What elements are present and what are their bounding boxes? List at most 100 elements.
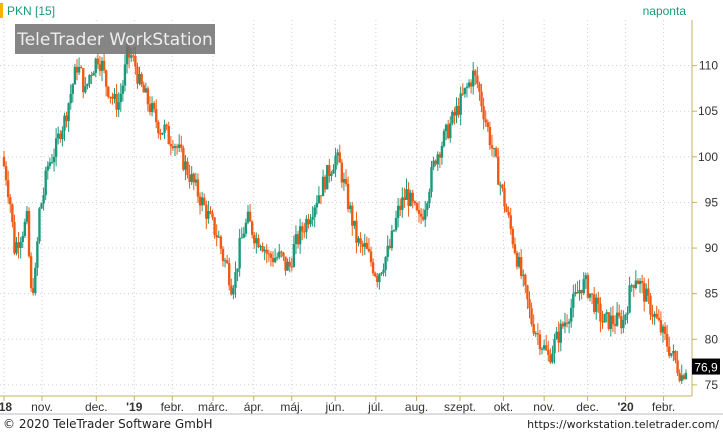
x-tick-label: szept. (444, 400, 476, 414)
candle-body (409, 192, 412, 206)
candle-body (311, 216, 314, 220)
candle-body (519, 257, 523, 276)
candle-body (505, 206, 508, 212)
candle-body (657, 317, 661, 321)
candle-body (586, 275, 590, 298)
candle-body (615, 312, 619, 326)
candle-body (659, 320, 663, 333)
candle-body (486, 122, 490, 128)
candle-body (363, 243, 366, 247)
candle-body (244, 222, 248, 234)
candle-body (446, 124, 450, 139)
watermark-box (15, 24, 215, 54)
candle-body (399, 205, 402, 210)
candle-body (111, 96, 114, 99)
candle-body (511, 228, 515, 245)
candle-body (682, 375, 686, 380)
candle-body (67, 103, 70, 122)
candle-body (461, 93, 464, 95)
candle-body (265, 249, 268, 254)
candle-body (478, 83, 481, 92)
candle-body (684, 372, 688, 380)
candle-body (396, 205, 400, 218)
candle-body (75, 66, 79, 73)
candle-body (565, 322, 569, 324)
candle-body (499, 184, 502, 186)
candle-body (82, 68, 85, 93)
y-tick-label: 75 (705, 378, 719, 392)
candle-body (38, 208, 41, 242)
candle-body (253, 234, 256, 244)
candle-body (303, 231, 306, 233)
candle-body (15, 242, 18, 254)
candle-body (438, 154, 442, 158)
candle-body (640, 280, 644, 283)
candle-body (547, 350, 550, 355)
candle-body (202, 197, 206, 205)
candle-body (674, 350, 677, 361)
x-tick-label: ápr. (244, 400, 264, 414)
candle-body (57, 133, 60, 139)
candle-body (647, 288, 650, 296)
x-tick-label: márc. (198, 400, 228, 414)
candle-body (86, 83, 89, 87)
candle-body (150, 103, 154, 113)
candle-body (542, 345, 546, 349)
candle-body (209, 211, 212, 214)
candle-body (332, 169, 335, 174)
candle-body (663, 326, 667, 334)
candle-body (2, 156, 6, 167)
candle-body (388, 245, 391, 249)
candle-body (353, 220, 356, 226)
candle-body (326, 165, 329, 190)
candle-body (532, 324, 535, 334)
candle-body (355, 220, 358, 243)
candle-body (42, 195, 45, 204)
candle-body (597, 297, 600, 304)
candle-body (613, 324, 617, 326)
watermark-text: TeleTrader WorkStation (16, 30, 213, 50)
candle-body (394, 217, 398, 231)
candle-body (79, 66, 83, 69)
candle-body (528, 299, 531, 309)
footer: © 2020 TeleTrader Software GmbH https://… (0, 414, 723, 434)
x-tick-label: nov. (533, 400, 555, 414)
candle-body (605, 312, 608, 315)
candle-body (48, 162, 52, 167)
candle-body (390, 230, 394, 249)
candle-body (330, 173, 333, 176)
candle-body (334, 155, 337, 170)
candle-body (561, 323, 565, 327)
candle-body (617, 312, 621, 317)
candle-body (175, 146, 179, 148)
candle-body (467, 82, 471, 87)
candle-body (419, 213, 423, 217)
candle-body (230, 285, 233, 295)
candle-body (4, 166, 8, 181)
x-tick-label: '19 (126, 400, 143, 414)
candle-body (465, 86, 469, 88)
candle-body (94, 58, 97, 73)
candle-body (217, 236, 220, 238)
candle-body (98, 64, 102, 71)
candle-body (130, 55, 133, 58)
candle-body (102, 60, 106, 71)
candle-body (198, 196, 202, 206)
candle-body (436, 154, 439, 165)
x-tick-label: febr. (652, 400, 675, 414)
candle-body (609, 315, 613, 329)
candle-body (155, 109, 158, 123)
interval-label: naponta (643, 4, 687, 18)
candle-body (219, 236, 223, 249)
copyright-text: © 2020 TeleTrader Software GmbH (3, 417, 213, 431)
candle-body (146, 88, 150, 105)
source-url[interactable]: https://workstation.teletrader.com/ (527, 418, 719, 431)
candle-body (440, 146, 444, 158)
candle-body (215, 234, 218, 238)
candle-body (328, 165, 331, 176)
candle-body (386, 245, 389, 257)
candle-body (380, 272, 383, 275)
candle-body (109, 96, 112, 98)
candle-body (259, 246, 262, 248)
candle-body (655, 313, 658, 318)
